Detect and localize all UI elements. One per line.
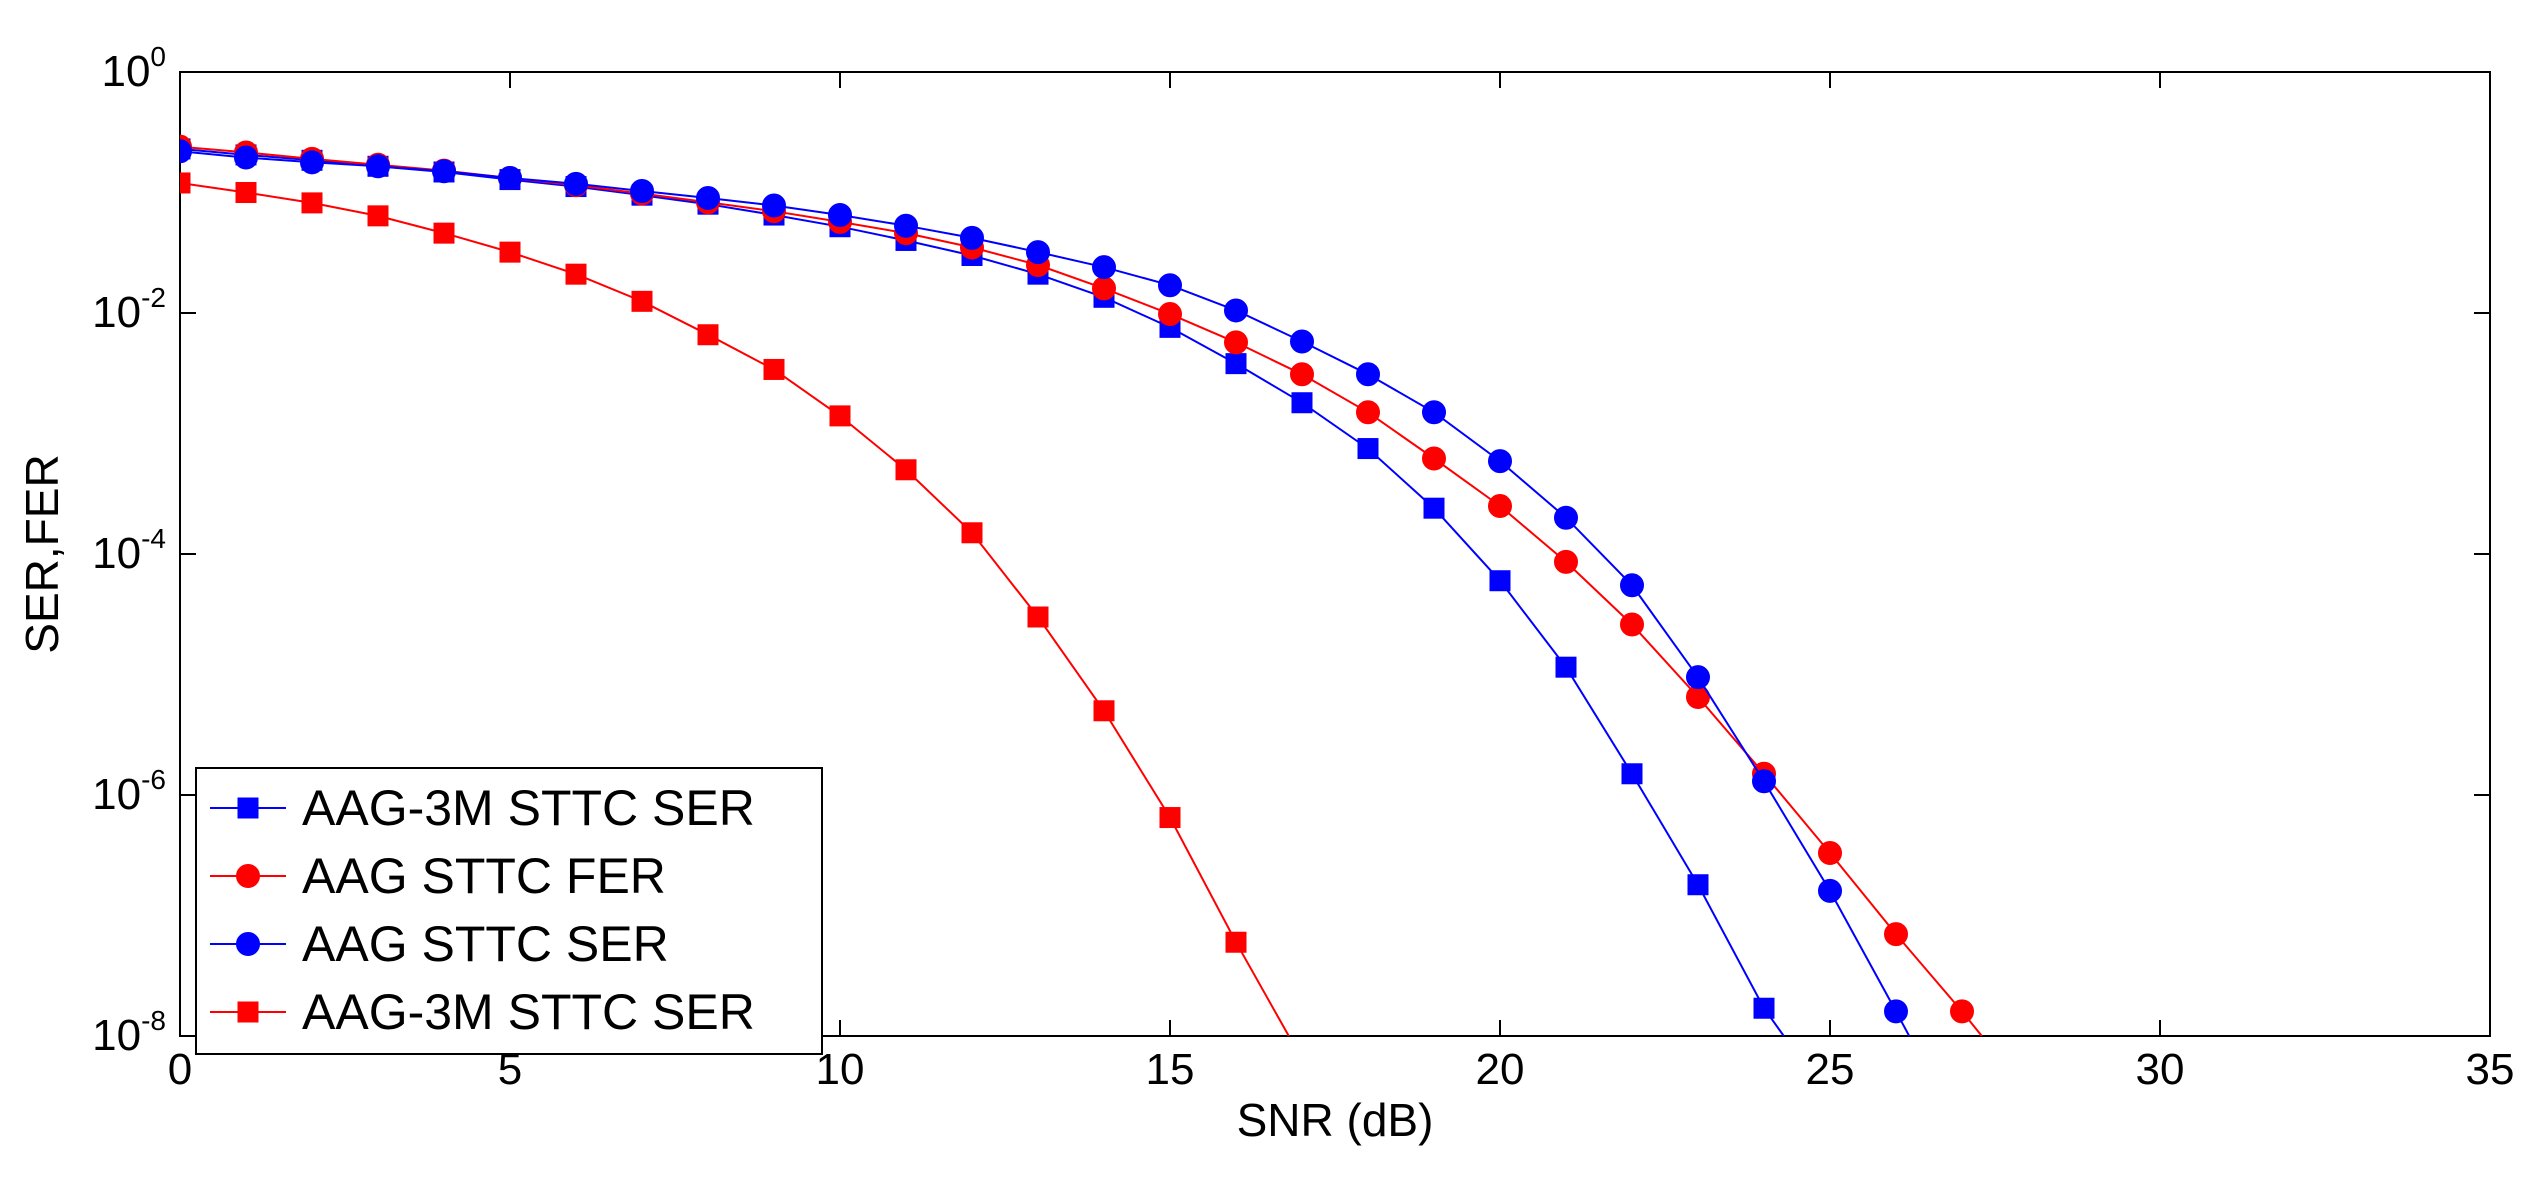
data-point <box>1555 656 1577 678</box>
data-point <box>1357 438 1379 460</box>
data-point <box>367 205 389 227</box>
data-point <box>499 241 521 263</box>
x-tick-label: 30 <box>2136 1045 2185 1094</box>
data-point <box>1488 449 1512 474</box>
series-clip-group <box>180 134 1983 1036</box>
data-point <box>1423 497 1445 519</box>
data-point <box>1291 392 1313 414</box>
data-point <box>1884 999 1908 1024</box>
data-point <box>763 358 785 380</box>
y-axis-title: SER,FER <box>16 454 68 653</box>
data-point <box>366 154 390 179</box>
data-point <box>234 145 258 170</box>
data-point <box>1950 999 1974 1024</box>
data-point <box>1620 573 1644 598</box>
data-point <box>1158 302 1182 327</box>
data-point <box>1489 570 1511 592</box>
x-tick-label: 15 <box>1146 1045 1195 1094</box>
data-point <box>961 522 983 544</box>
data-point <box>1554 505 1578 530</box>
legend-label: AAG-3M STTC SER <box>302 984 755 1040</box>
legend-swatch-marker <box>236 864 260 888</box>
data-point <box>762 193 786 218</box>
legend-box <box>195 767 823 1055</box>
data-point <box>1027 606 1049 628</box>
legend: AAG-3M STTC SER AAG STTC FER AAG STTC SER A… <box>195 767 823 1055</box>
series-3 <box>180 139 1911 1036</box>
data-point <box>1092 276 1116 301</box>
data-point <box>828 203 852 228</box>
x-tick-label: 0 <box>168 1045 192 1094</box>
data-point <box>630 178 654 203</box>
data-point <box>1686 665 1710 690</box>
data-point <box>1818 841 1842 866</box>
data-point <box>433 222 455 244</box>
data-point <box>1422 400 1446 425</box>
data-point <box>565 263 587 285</box>
data-point <box>1224 330 1248 355</box>
x-tick-label: 10 <box>816 1045 865 1094</box>
data-point <box>1290 329 1314 354</box>
data-point <box>1225 931 1247 953</box>
data-point <box>895 459 917 481</box>
data-point <box>301 192 323 214</box>
data-point <box>1620 612 1644 637</box>
data-point <box>1224 298 1248 323</box>
data-point <box>1356 362 1380 387</box>
data-point <box>1422 446 1446 471</box>
y-tick-label: 10-4 <box>92 523 166 578</box>
data-point <box>1356 400 1380 425</box>
legend-swatch-marker <box>236 932 260 956</box>
y-tick-label: 10-8 <box>92 1005 166 1060</box>
data-point <box>1290 362 1314 387</box>
data-point <box>1026 240 1050 265</box>
legend-label: AAG STTC SER <box>302 916 669 972</box>
data-point <box>235 182 257 203</box>
legend-swatch-marker <box>237 797 259 819</box>
data-point <box>1554 549 1578 574</box>
data-point <box>1158 273 1182 298</box>
data-point <box>1753 997 1775 1019</box>
series-4 <box>180 172 1290 1036</box>
x-tick-label: 25 <box>1806 1045 1855 1094</box>
series-line <box>180 182 1290 1036</box>
data-point <box>894 213 918 238</box>
data-point <box>498 165 522 190</box>
data-point <box>432 159 456 184</box>
data-point <box>300 150 324 175</box>
data-point <box>1621 763 1643 785</box>
data-point <box>1092 255 1116 280</box>
legend-label: AAG-3M STTC SER <box>302 780 755 836</box>
y-tick-label: 10-6 <box>92 764 166 819</box>
data-point <box>829 405 851 427</box>
data-point <box>180 139 192 164</box>
data-point <box>564 171 588 196</box>
data-point <box>1093 700 1115 722</box>
x-axis-title: SNR (dB) <box>1237 1094 1434 1146</box>
series-layer <box>180 134 1983 1036</box>
series-line <box>180 150 1911 1036</box>
data-point <box>1884 922 1908 947</box>
data-point <box>631 290 653 312</box>
data-point <box>180 172 191 194</box>
legend-label: AAG STTC FER <box>302 848 666 904</box>
data-point <box>696 186 720 211</box>
data-point <box>1159 807 1181 829</box>
x-tick-label: 35 <box>2466 1045 2515 1094</box>
data-point <box>960 225 984 250</box>
data-point <box>1752 769 1776 794</box>
y-tick-label: 10-2 <box>92 282 166 337</box>
legend-swatch-marker <box>237 1001 259 1023</box>
data-point <box>697 324 719 346</box>
data-point <box>1488 494 1512 519</box>
x-tick-label: 20 <box>1476 1045 1525 1094</box>
data-point <box>1225 353 1247 375</box>
data-point <box>1687 874 1709 896</box>
y-tick-label: 100 <box>101 41 166 96</box>
data-point <box>1818 878 1842 903</box>
